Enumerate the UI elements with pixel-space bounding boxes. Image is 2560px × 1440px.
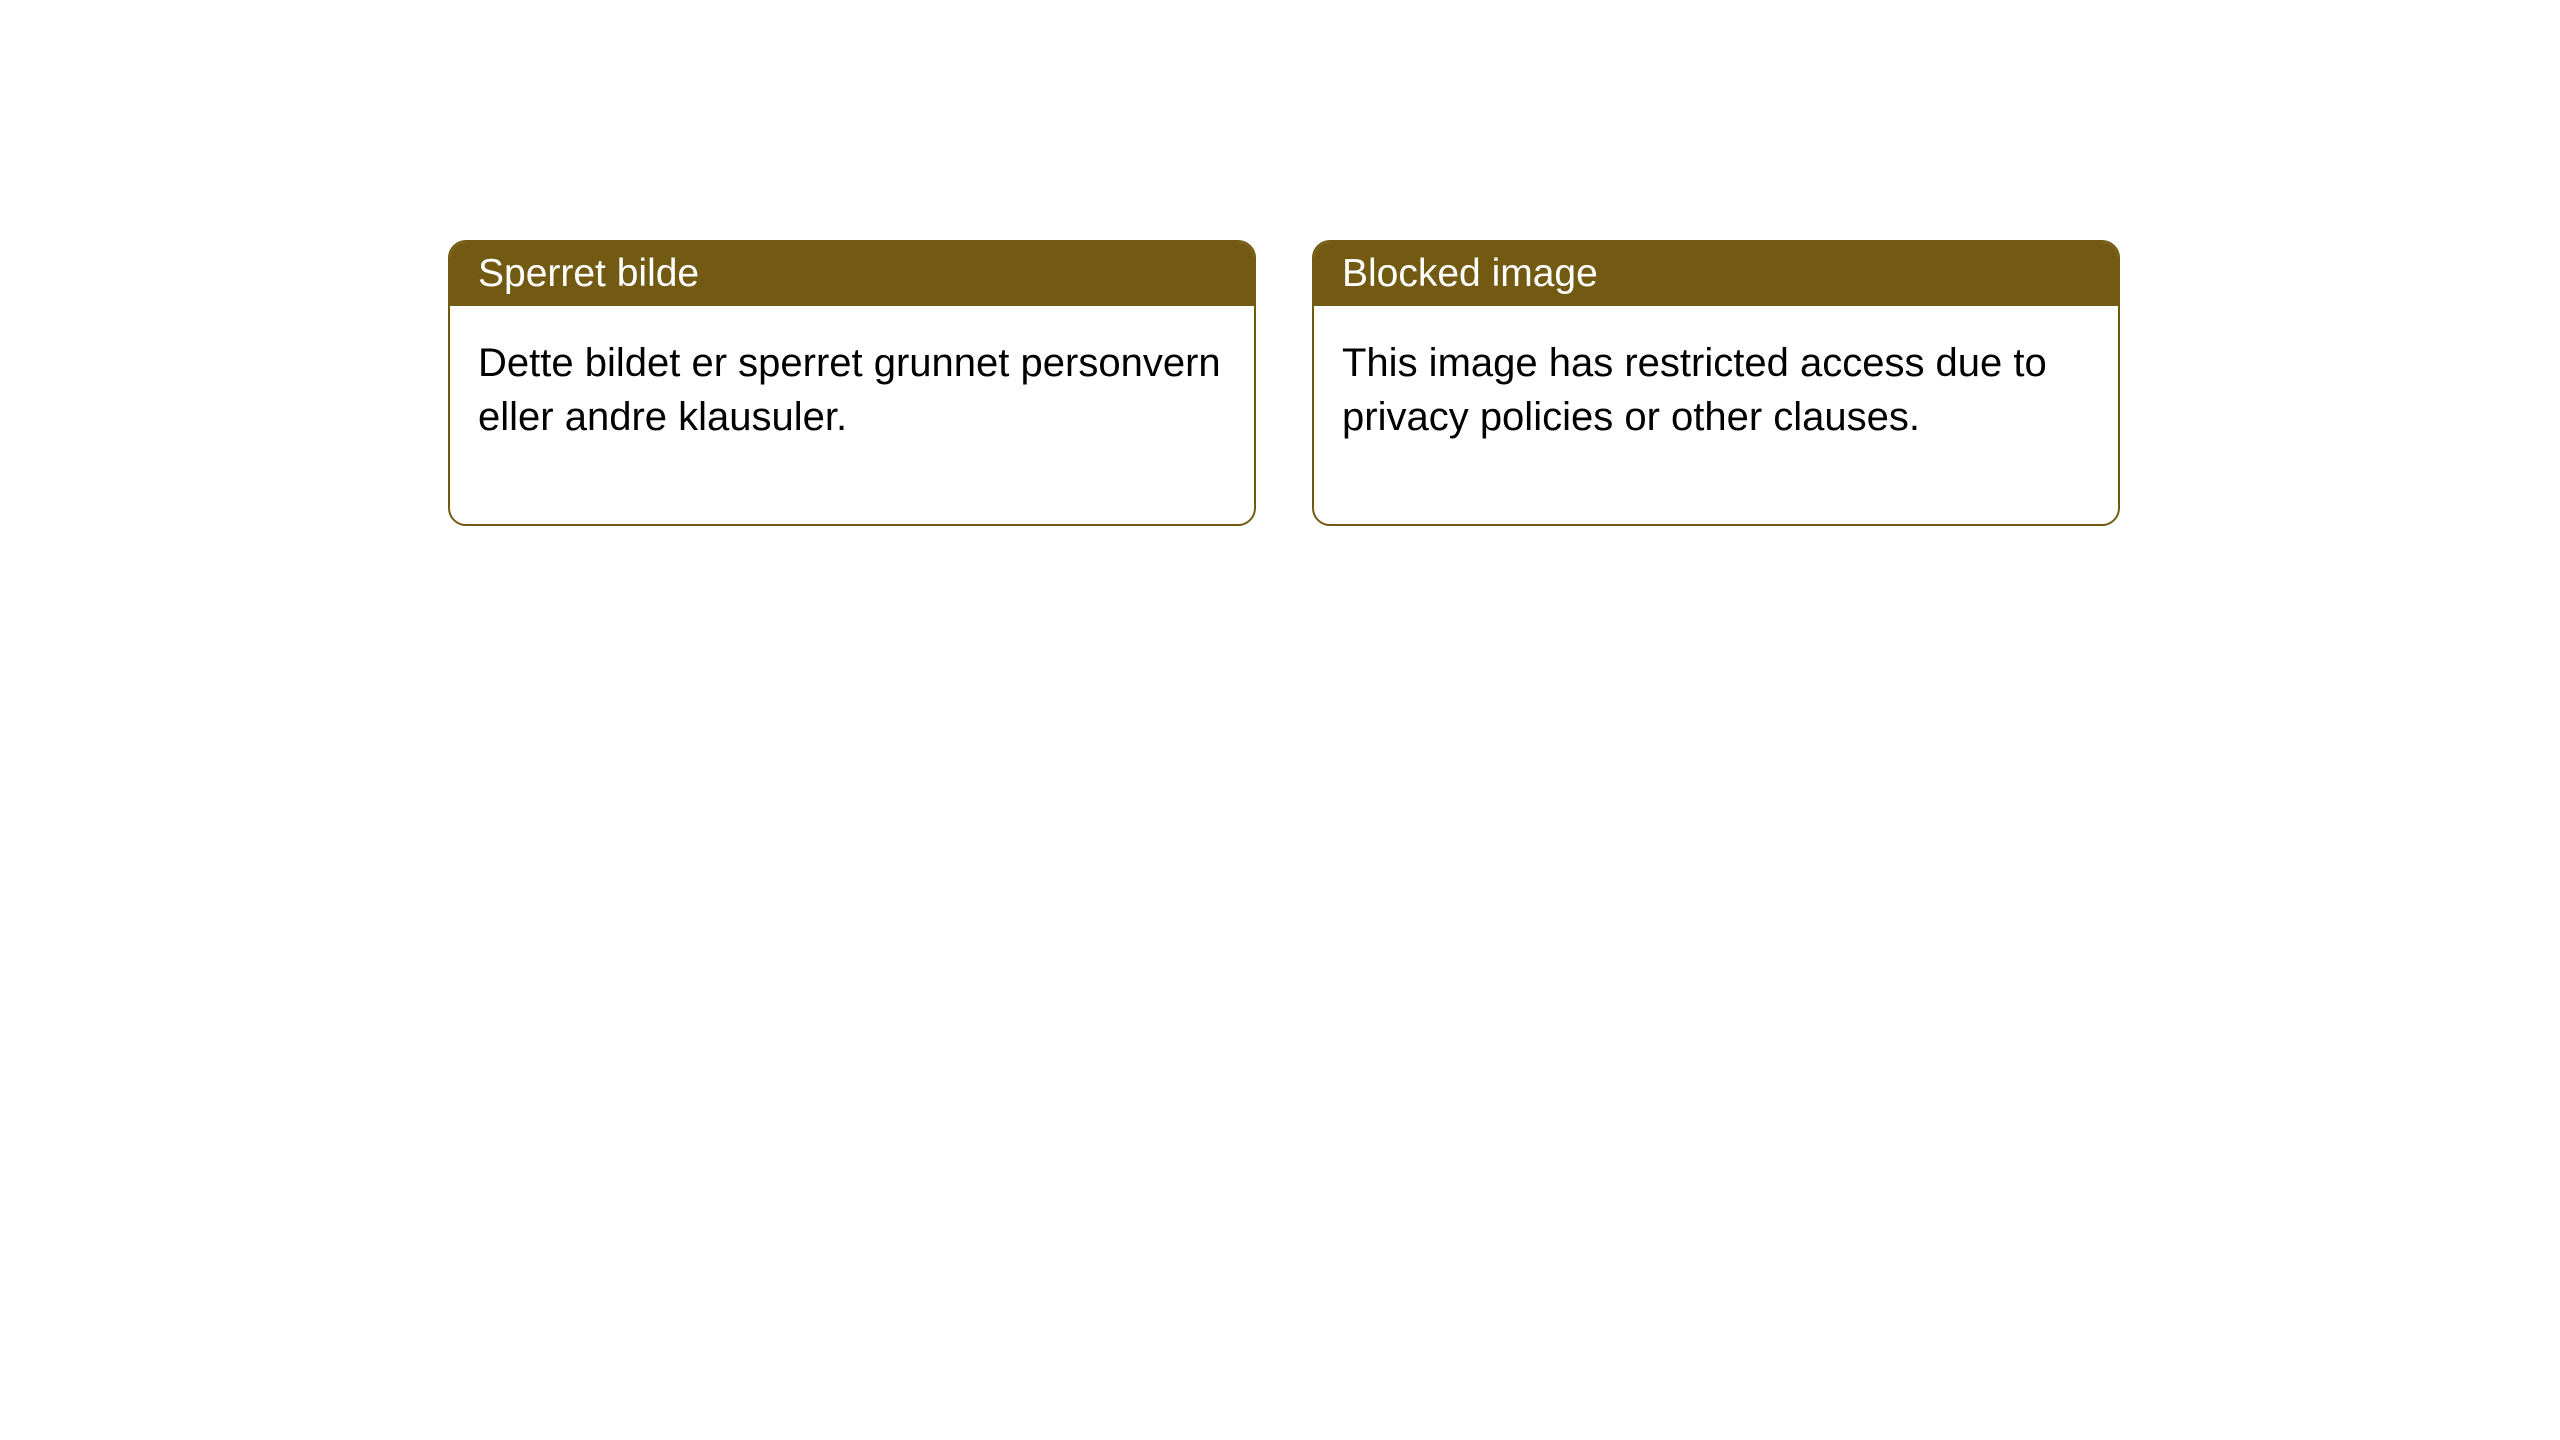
notice-title: Blocked image (1342, 252, 1598, 295)
notice-body: Dette bildet er sperret grunnet personve… (450, 306, 1254, 524)
notice-box-english: Blocked image This image has restricted … (1312, 240, 2120, 526)
notice-body: This image has restricted access due to … (1314, 306, 2118, 524)
notice-title: Sperret bilde (478, 252, 699, 295)
notice-header: Blocked image (1314, 242, 2118, 306)
notice-box-norwegian: Sperret bilde Dette bildet er sperret gr… (448, 240, 1256, 526)
notice-container: Sperret bilde Dette bildet er sperret gr… (448, 240, 2120, 526)
notice-body-text: Dette bildet er sperret grunnet personve… (478, 341, 1221, 439)
notice-body-text: This image has restricted access due to … (1342, 341, 2047, 439)
notice-header: Sperret bilde (450, 242, 1254, 306)
